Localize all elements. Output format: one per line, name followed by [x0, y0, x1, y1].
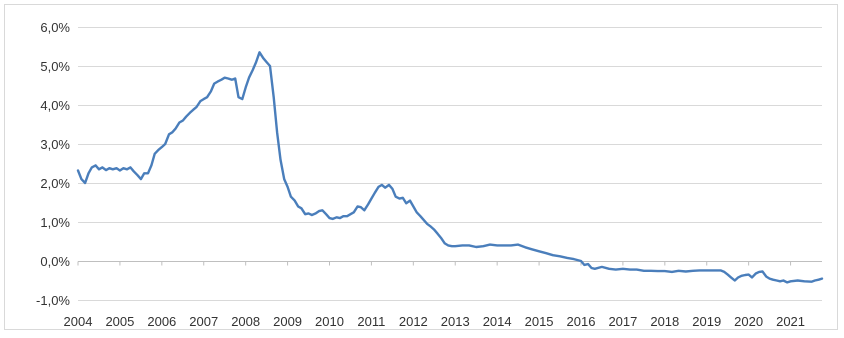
chart-frame	[4, 4, 838, 330]
y-tick-label: 1,0%	[40, 215, 70, 230]
grid-lines	[78, 27, 822, 301]
x-tick-label: 2020	[734, 314, 763, 329]
y-tick-label: 0,0%	[40, 254, 70, 269]
x-tick-label: 2004	[64, 314, 93, 329]
y-tick-label: -1,0%	[36, 293, 70, 308]
x-tick-label: 2010	[315, 314, 344, 329]
x-tick-label: 2005	[105, 314, 134, 329]
x-tick-label: 2009	[273, 314, 302, 329]
x-axis-ticks	[77, 261, 792, 266]
y-tick-label: 4,0%	[40, 98, 70, 113]
x-tick-label: 2021	[776, 314, 805, 329]
x-tick-label: 2019	[692, 314, 721, 329]
x-axis-tick-labels: 2004 2005 2006 2007 2008 2009 2010 2011 2012 2013…	[64, 314, 805, 329]
y-axis-tick-labels: 6,0% 5,0% 4,0% 3,0% 2,0% 1,0% 0,0% -1,0%	[36, 20, 70, 308]
x-tick-label: 2007	[189, 314, 218, 329]
x-tick-label: 2018	[650, 314, 679, 329]
x-tick-label: 2012	[399, 314, 428, 329]
y-tick-label: 3,0%	[40, 137, 70, 152]
x-tick-label: 2011	[357, 314, 385, 329]
x-tick-label: 2016	[567, 314, 596, 329]
series-lines	[76, 51, 824, 284]
x-tick-label: 2006	[147, 314, 176, 329]
x-tick-label: 2013	[441, 314, 470, 329]
x-tick-label: 2015	[525, 314, 554, 329]
y-tick-label: 2,0%	[40, 176, 70, 191]
x-tick-label: 2017	[608, 314, 637, 329]
x-tick-label: 2014	[483, 314, 512, 329]
x-tick-label: 2008	[231, 314, 260, 329]
y-tick-label: 5,0%	[40, 59, 70, 74]
y-tick-label: 6,0%	[40, 20, 70, 35]
series-line-0	[76, 51, 824, 284]
